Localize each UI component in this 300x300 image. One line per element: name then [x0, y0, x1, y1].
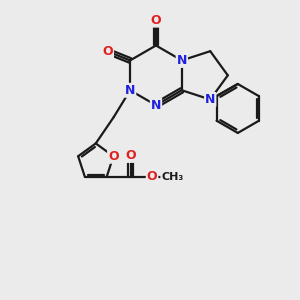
Text: O: O — [108, 150, 119, 163]
Text: O: O — [147, 170, 158, 183]
Text: CH₃: CH₃ — [161, 172, 184, 182]
Text: N: N — [125, 84, 135, 97]
Text: N: N — [205, 93, 215, 106]
Text: O: O — [151, 14, 161, 27]
Text: N: N — [177, 54, 187, 67]
Text: N: N — [151, 99, 161, 112]
Text: O: O — [102, 45, 113, 58]
Text: O: O — [125, 149, 136, 162]
